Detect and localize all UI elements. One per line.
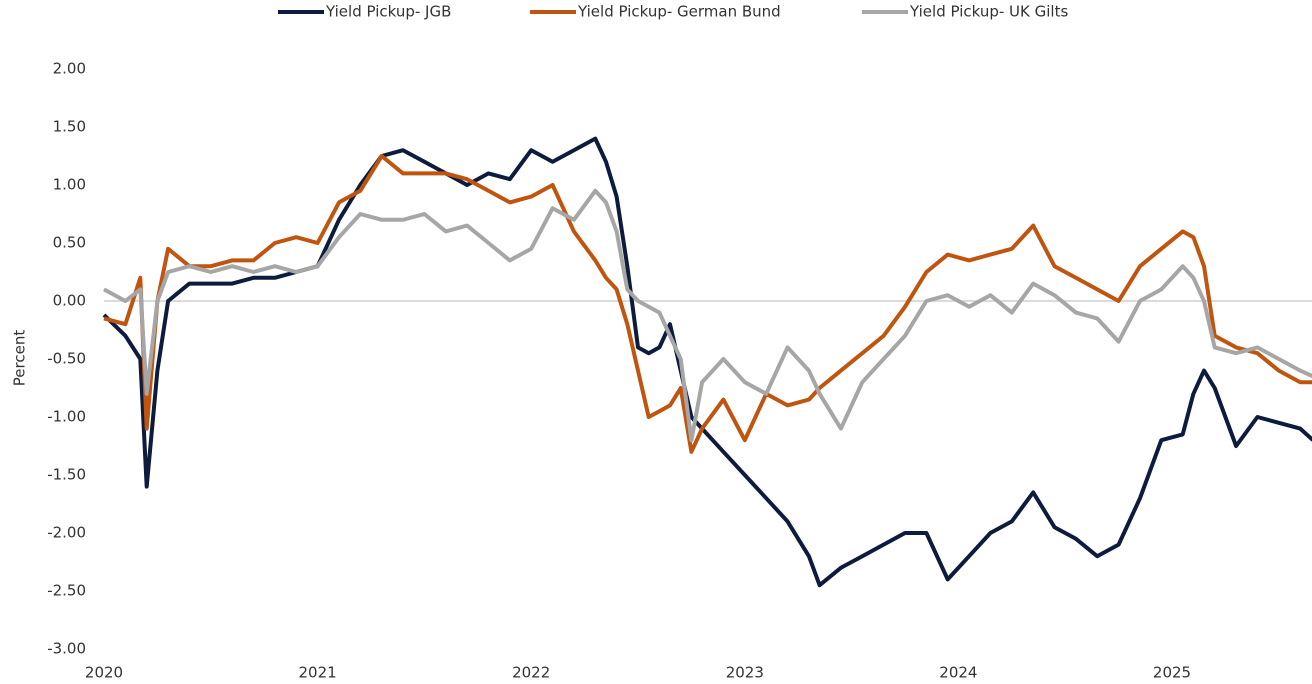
legend-item: Yield Pickup- UK Gilts (862, 3, 1068, 21)
x-tick-label: 2021 (299, 664, 337, 682)
legend-label: Yield Pickup- German Bund (577, 3, 781, 21)
x-tick-label: 2024 (939, 664, 977, 682)
series-line (102, 136, 1312, 588)
x-tick-label: 2022 (512, 664, 550, 682)
legend-item: Yield Pickup- JGB (278, 3, 451, 21)
x-tick-label: 2025 (1153, 664, 1191, 682)
y-tick-label: 0.50 (53, 234, 86, 252)
y-tick-label: -3.00 (47, 640, 86, 658)
y-tick-label: -0.50 (47, 350, 86, 368)
series-line (103, 154, 1312, 454)
y-tick-label: 1.00 (53, 176, 86, 194)
series-line (103, 188, 1312, 443)
y-tick-label: -2.50 (47, 582, 86, 600)
y-tick-label: -1.00 (47, 408, 86, 426)
x-tick-label: 2020 (85, 664, 123, 682)
y-tick-label: -1.50 (47, 466, 86, 484)
y-tick-label: 1.50 (53, 118, 86, 136)
y-axis-label: Percent (11, 330, 29, 387)
legend-label: Yield Pickup- UK Gilts (909, 3, 1068, 21)
x-tick-label: 2023 (726, 664, 764, 682)
y-tick-label: -2.00 (47, 524, 86, 542)
y-tick-label: 0.00 (53, 292, 86, 310)
legend-label: Yield Pickup- JGB (325, 3, 451, 21)
legend-item: Yield Pickup- German Bund (530, 3, 781, 21)
y-tick-label: 2.00 (53, 60, 86, 78)
